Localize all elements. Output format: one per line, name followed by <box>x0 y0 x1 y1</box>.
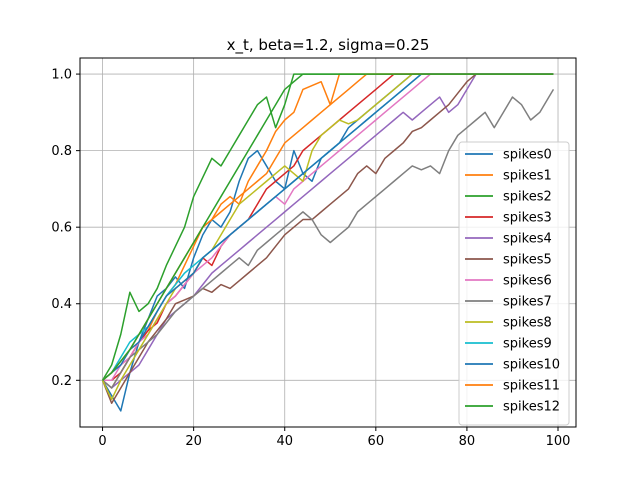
x-tick-label: 20 <box>185 434 202 449</box>
y-tick-label: 0.2 <box>51 374 72 389</box>
legend-label: spikes8 <box>503 316 552 331</box>
legend: spikes0 spikes1 spikes2 spikes3 spikes4 spike… <box>458 141 570 426</box>
legend-label: spikes5 <box>503 253 552 268</box>
legend-label: spikes10 <box>503 358 560 373</box>
x-tick-label: 60 <box>368 434 385 449</box>
legend-label: spikes11 <box>503 379 560 394</box>
legend-label: spikes12 <box>503 400 560 415</box>
legend-label: spikes7 <box>503 295 552 310</box>
chart-title: x_t, beta=1.2, sigma=0.25 <box>227 36 430 55</box>
legend-box <box>458 141 570 426</box>
series-line-spikes7 <box>102 89 555 389</box>
series-line-spikes12 <box>102 73 554 381</box>
x-tick-label: 40 <box>276 434 293 449</box>
axes: 0 20 40 60 80 100 0.2 0.4 0.6 0.8 1.0 <box>51 68 570 449</box>
y-tick-label: 0.6 <box>51 221 72 236</box>
legend-label: spikes2 <box>503 190 552 205</box>
y-tick-label: 1.0 <box>51 68 72 83</box>
x-tick-label: 0 <box>98 434 106 449</box>
legend-label: spikes0 <box>503 148 552 163</box>
legend-label: spikes3 <box>503 211 552 226</box>
y-tick-label: 0.8 <box>51 144 72 159</box>
x-tick-label: 100 <box>546 434 571 449</box>
legend-label: spikes4 <box>503 232 552 247</box>
y-tick-label: 0.4 <box>51 297 72 312</box>
plot-frame <box>79 57 577 428</box>
legend-label: spikes1 <box>503 169 552 184</box>
legend-label: spikes9 <box>503 337 552 352</box>
legend-label: spikes6 <box>503 274 552 289</box>
x-tick-label: 80 <box>459 434 476 449</box>
series-lines <box>101 73 555 412</box>
